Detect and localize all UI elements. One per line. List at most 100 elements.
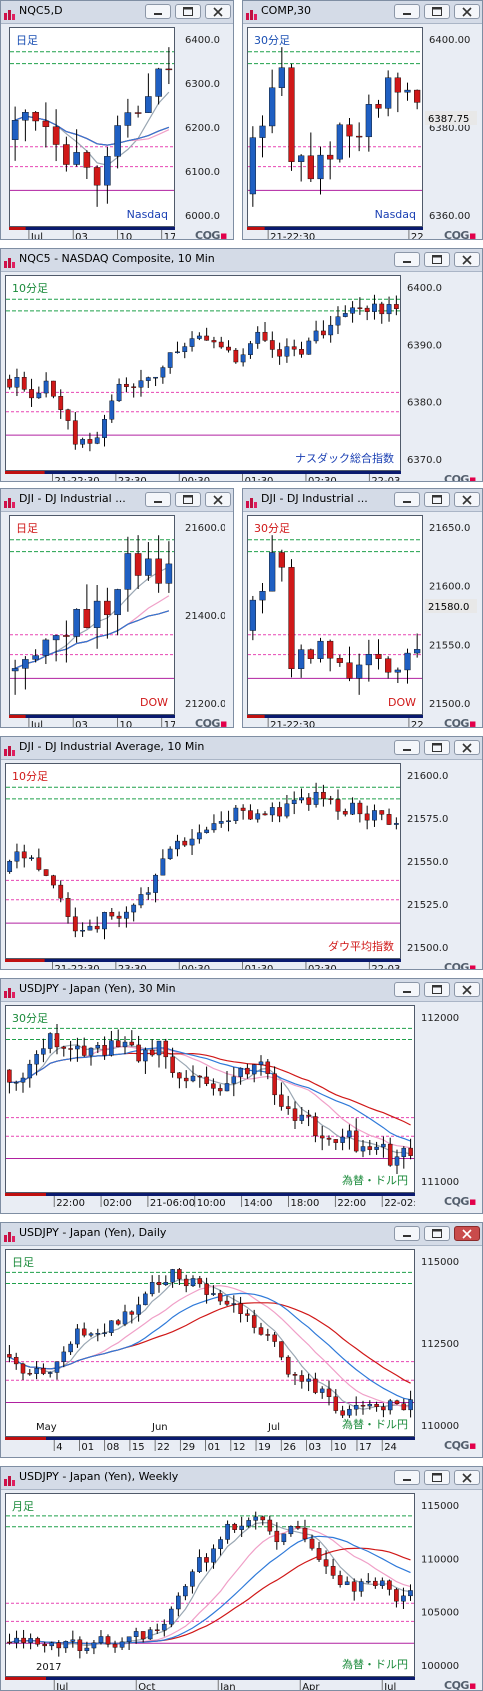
time-axis[interactable]: 22:00 02:00 21-06:00 10:00 14:00 18:00 22:00 22…: [5, 1193, 429, 1209]
close-button[interactable]: [454, 740, 480, 755]
time-axis[interactable]: Jul 03 10 17: [9, 715, 176, 727]
maximize-button[interactable]: [424, 4, 450, 19]
maximize-button[interactable]: [424, 982, 450, 997]
plot-area[interactable]: 日足 為替・ドル円 May Jun Jul: [5, 1249, 415, 1437]
title-bar[interactable]: DJI - DJ Industrial Average, 10 Min: [1, 737, 482, 760]
candle-body: [63, 1641, 69, 1649]
close-button[interactable]: [454, 252, 480, 267]
plot-area[interactable]: 月足 為替・ドル円 2017: [5, 1493, 415, 1677]
chart-window-1[interactable]: NQC5,D 日足 Nasdaq 6400.0 6300.0 6200.0 6100.0 60…: [0, 0, 234, 240]
time-axis[interactable]: 21-22:30 23:30 00:30 01:30 02:30 22-03:30: [5, 959, 416, 969]
close-button[interactable]: [205, 492, 231, 507]
title-bar[interactable]: COMP,30: [243, 1, 482, 24]
candle-body: [328, 324, 334, 336]
close-button[interactable]: [454, 4, 480, 19]
chart-window-7[interactable]: USDJPY - Japan (Yen), 30 Min 30分足 為替・ドル円 11…: [0, 978, 483, 1214]
candle-body: [365, 653, 372, 666]
candle-body: [114, 125, 121, 157]
maximize-button[interactable]: [424, 492, 450, 507]
candle-body: [357, 307, 363, 309]
title-bar[interactable]: NQC5 - NASDAQ Composite, 10 Min: [1, 249, 482, 272]
minimize-button[interactable]: [145, 492, 171, 507]
close-button[interactable]: [454, 492, 480, 507]
minimize-button[interactable]: [394, 1226, 420, 1241]
time-axis[interactable]: 21-22:30 22-02:30: [247, 227, 456, 239]
chart-window-6[interactable]: DJI - DJ Industrial Average, 10 Min 10分足ダ…: [0, 736, 483, 970]
plot-area[interactable]: 10分足 ダウ平均指数: [5, 763, 401, 959]
title-bar[interactable]: DJI - DJ Industrial ...: [1, 489, 233, 512]
minimize-button[interactable]: [394, 740, 420, 755]
price-axis[interactable]: 6400.0 6390.0 6380.0 6370.0: [403, 275, 475, 471]
title-bar[interactable]: USDJPY - Japan (Yen), Weekly: [1, 1467, 482, 1490]
time-axis[interactable]: 4 01 08 15 22 29 01 12 19 26 03 10 17 24: [5, 1437, 415, 1453]
close-button[interactable]: [454, 982, 480, 997]
y-tick-label: 112000: [421, 1013, 459, 1024]
minimize-button[interactable]: [145, 4, 171, 19]
time-axis[interactable]: Jul 03 10 17: [9, 227, 176, 239]
chart-app-icon: [246, 6, 258, 20]
plot-area[interactable]: 10分足 ナスダック総合指数: [5, 275, 401, 471]
x-tick-label: 01: [208, 1442, 221, 1453]
y-tick-label: 21500.0: [429, 699, 470, 710]
chart-window-8[interactable]: USDJPY - Japan (Yen), Daily 日足 為替・ドル円 May Ju…: [0, 1222, 483, 1458]
price-axis[interactable]: 115000 112500 110000: [417, 1249, 479, 1437]
price-axis[interactable]: 21600.0 21575.0 21550.0 21525.0 21500.0: [403, 763, 475, 959]
maximize-button[interactable]: [424, 252, 450, 267]
title-bar[interactable]: DJI - DJ Industrial ...: [243, 489, 482, 512]
maximize-button[interactable]: [424, 740, 450, 755]
maximize-button[interactable]: [424, 1470, 450, 1485]
candle-body: [138, 380, 144, 388]
plot-area[interactable]: 30分足 為替・ドル円: [5, 1005, 415, 1193]
price-axis[interactable]: 115000 110000 105000 100000: [417, 1493, 479, 1677]
price-axis[interactable]: 6400.00 6380.00 6360.00 6387.75: [425, 27, 479, 227]
candle-body: [306, 340, 312, 355]
close-button[interactable]: [454, 1470, 480, 1485]
time-axis[interactable]: 21-22:30 22-02:30: [247, 715, 456, 727]
chart-window-5[interactable]: DJI - DJ Industrial ... 30分足 DOW 21650.0 216…: [242, 488, 483, 728]
candle-body: [29, 857, 34, 859]
candle-body: [225, 1523, 230, 1540]
minimize-button[interactable]: [394, 4, 420, 19]
candle-body: [262, 331, 268, 341]
chart-window-2[interactable]: COMP,30 30分足 Nasdaq 6400.00 6380.00 6360.00 63…: [242, 0, 483, 240]
instrument-label: ナスダック総合指数: [295, 451, 394, 465]
chart-window-4[interactable]: DJI - DJ Industrial ... 日足 DOW 21600.0 21400…: [0, 488, 234, 728]
y-tick-label: 21200.0: [185, 699, 225, 710]
minimize-button[interactable]: [394, 492, 420, 507]
timeframe-label: 30分足: [254, 522, 290, 535]
candle-body: [189, 838, 195, 846]
time-axis[interactable]: Jul Oct Jan Apr Jul: [5, 1677, 415, 1690]
plot-area[interactable]: 日足 DOW: [9, 515, 175, 715]
candle-body: [63, 144, 70, 165]
close-button[interactable]: [454, 1226, 480, 1241]
maximize-button[interactable]: [424, 1226, 450, 1241]
chart-window-3[interactable]: NQC5 - NASDAQ Composite, 10 Min 10分足 ナスダック…: [0, 248, 483, 482]
candle-body: [34, 1368, 39, 1374]
price-axis[interactable]: 21650.0 21600.0 21550.0 21500.0 21580.0: [425, 515, 479, 715]
candle-body: [278, 67, 285, 88]
minimize-button[interactable]: [394, 982, 420, 997]
minimize-button[interactable]: [394, 252, 420, 267]
x-tick-label: 24: [384, 1442, 397, 1453]
price-axis[interactable]: 21600.0 21400.0 21200.0: [181, 515, 226, 715]
close-button[interactable]: [205, 4, 231, 19]
chart-window-9[interactable]: USDJPY - Japan (Yen), Weekly 月足 為替・ドル円 2017…: [0, 1466, 483, 1691]
plot-area[interactable]: 30分足 Nasdaq: [247, 27, 423, 227]
time-axis[interactable]: 21-22:30 23:30 00:30 01:30 02:30 22-03:30: [5, 471, 416, 481]
maximize-button[interactable]: [175, 492, 201, 507]
maximize-button[interactable]: [175, 4, 201, 19]
candle-body: [14, 851, 20, 862]
timeframe-label: 30分足: [254, 34, 290, 47]
title-bar[interactable]: NQC5,D: [1, 1, 233, 24]
candle-body: [285, 1356, 291, 1375]
cqg-logo: CQG▪: [444, 1439, 476, 1452]
y-tick-label: 6390.0: [407, 340, 442, 351]
minimize-button[interactable]: [394, 1470, 420, 1485]
title-bar[interactable]: USDJPY - Japan (Yen), 30 Min: [1, 979, 482, 1002]
price-axis[interactable]: 6400.0 6300.0 6200.0 6100.0 6000.0: [181, 27, 225, 227]
candle-body: [197, 1557, 202, 1572]
plot-area[interactable]: 30分足 DOW: [247, 515, 423, 715]
title-bar[interactable]: USDJPY - Japan (Yen), Daily: [1, 1223, 482, 1246]
price-axis[interactable]: 112000 111000: [417, 1005, 479, 1193]
plot-area[interactable]: 日足 Nasdaq: [9, 27, 175, 227]
